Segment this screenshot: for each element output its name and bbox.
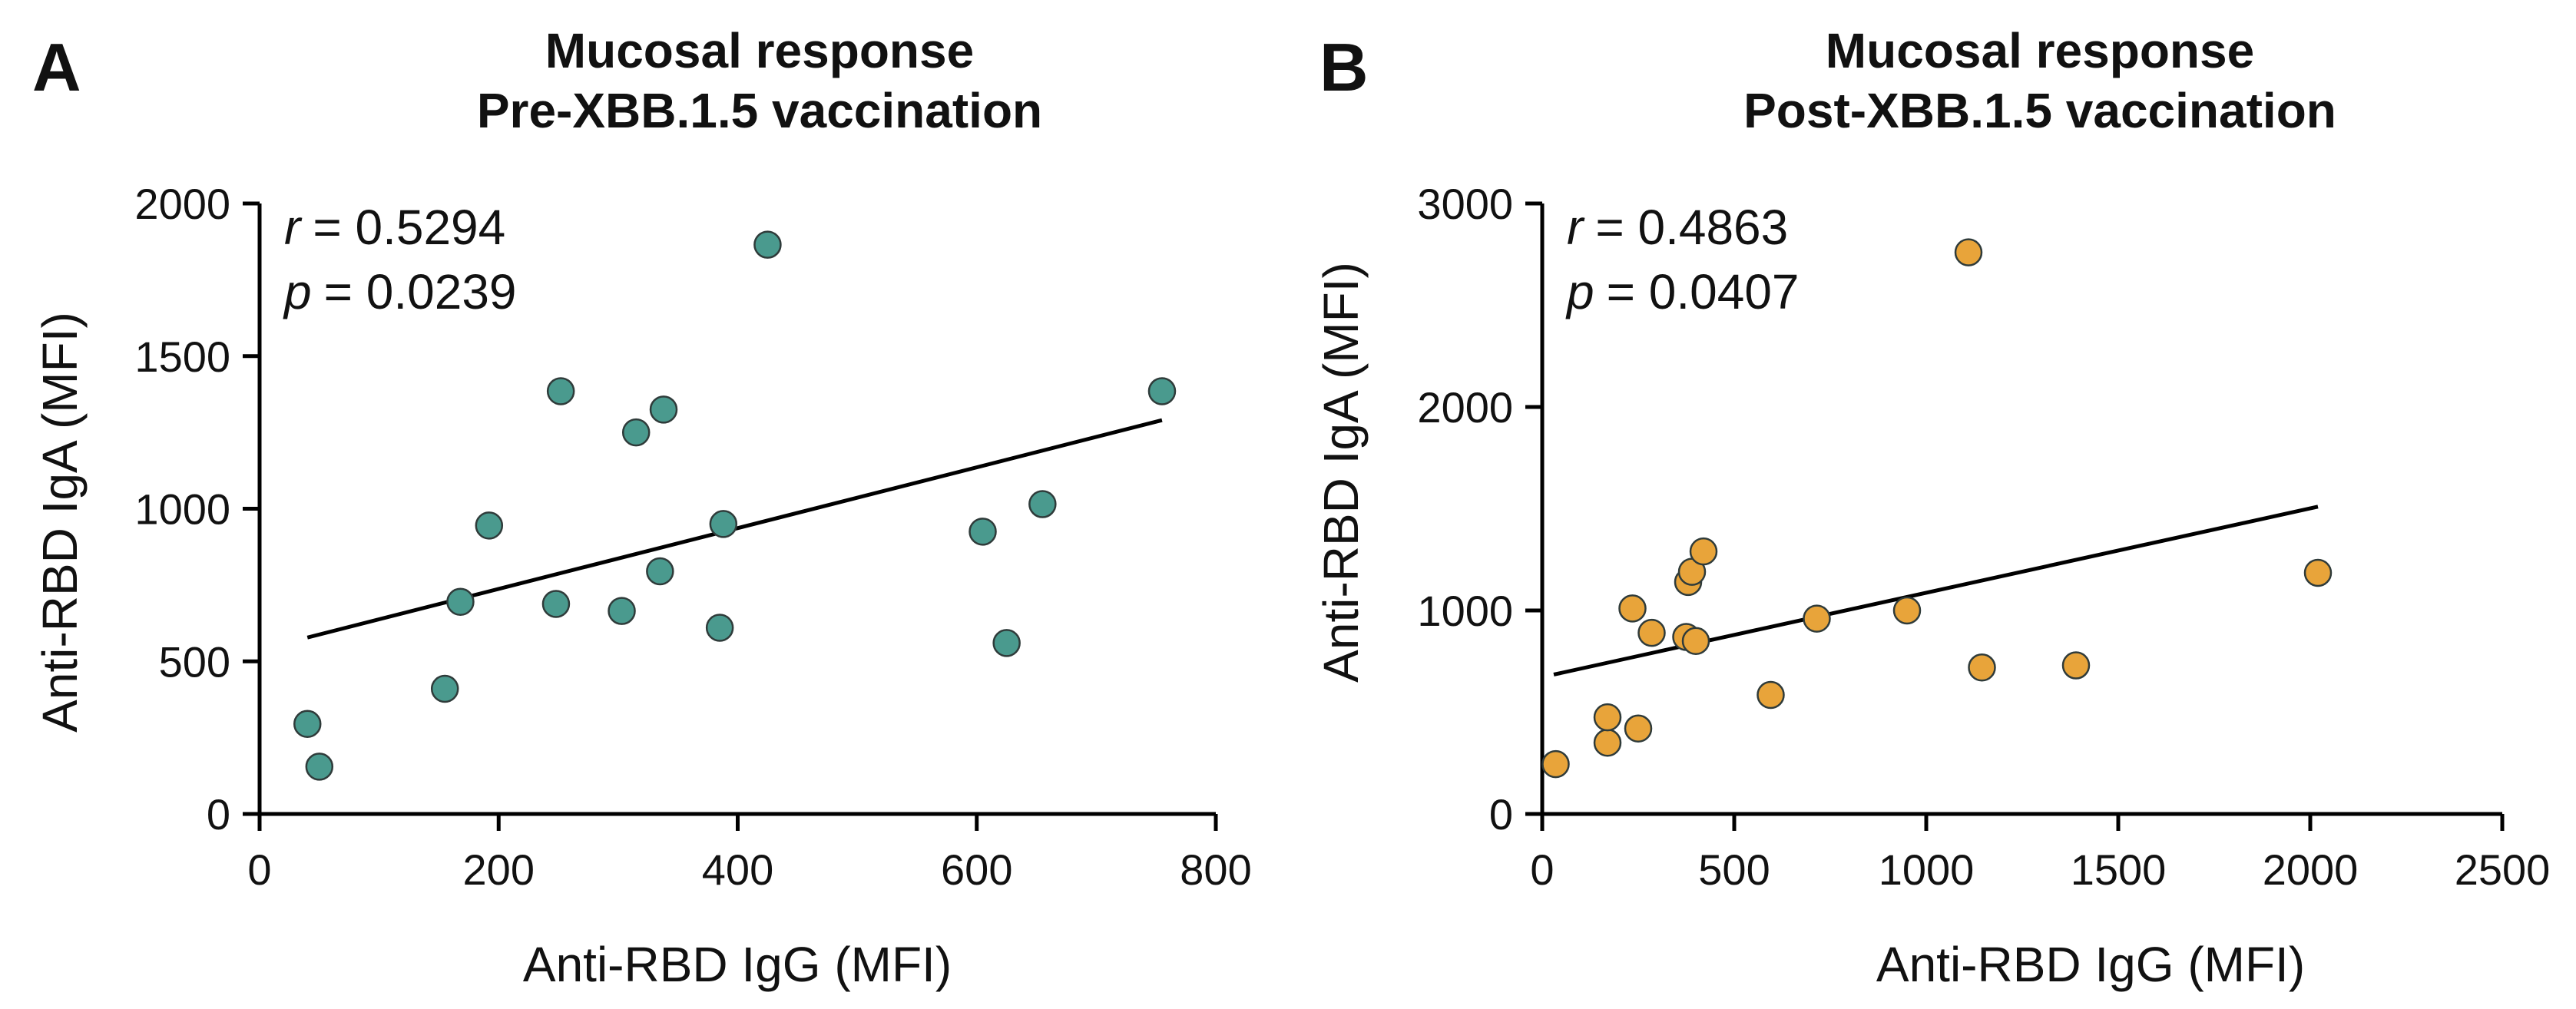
y-axis-label-b: Anti-RBD IgA (MFI) xyxy=(1313,262,1369,683)
panel-b: B Mucosal response Post-XBB.1.5 vaccinat… xyxy=(1313,23,2550,992)
x-tick-label-a: 600 xyxy=(941,845,1012,894)
plot-area-a: 0 200 400 600 800 0 500 1000 1500 2000 xyxy=(134,180,1251,894)
y-tick-label-a: 500 xyxy=(159,637,230,686)
panel-label-a: A xyxy=(32,29,81,105)
x-tick-label-b: 2000 xyxy=(2263,845,2359,894)
stat-r-value-a: = 0.5294 xyxy=(313,200,505,255)
x-axis-label-a: Anti-RBD IgG (MFI) xyxy=(523,937,952,992)
data-point-b xyxy=(1968,653,1996,682)
data-point-b xyxy=(1618,594,1647,623)
data-point-a xyxy=(430,674,459,703)
data-point-a xyxy=(621,418,651,447)
data-point-a xyxy=(608,597,636,625)
stat-p-value-b: = 0.0407 xyxy=(1607,264,1800,319)
data-point-a xyxy=(541,590,571,618)
y-tick-label-a: 0 xyxy=(207,790,230,839)
data-point-a xyxy=(646,557,674,586)
data-point-b xyxy=(1624,714,1653,743)
y-tick-label-b: 1000 xyxy=(1417,587,1513,635)
data-point-a xyxy=(992,629,1021,657)
stat-r-a: r = 0.5294 xyxy=(284,200,505,255)
panel-label-b: B xyxy=(1319,29,1369,105)
stat-r-symbol-b: r xyxy=(1567,200,1585,255)
data-point-b xyxy=(2303,558,2333,587)
data-point-b xyxy=(1892,596,1922,625)
x-tick-label-a: 400 xyxy=(702,845,773,894)
stat-p-symbol-b: p xyxy=(1565,264,1594,319)
x-tick-label-a: 800 xyxy=(1180,845,1251,894)
x-tick-label-a: 0 xyxy=(247,845,271,894)
data-point-a xyxy=(546,377,575,405)
stat-p-b: p = 0.0407 xyxy=(1565,264,1800,319)
data-point-b xyxy=(1593,729,1622,757)
data-point-a xyxy=(709,510,738,538)
stat-r-value-b: = 0.4863 xyxy=(1595,200,1788,255)
data-point-b xyxy=(2061,651,2091,680)
data-point-b xyxy=(1593,703,1622,732)
y-tick-label-b: 2000 xyxy=(1417,383,1513,432)
plot-area-b: 0 500 1000 1500 2000 2500 0 1000 2000 3000 xyxy=(1417,180,2550,894)
data-point-b xyxy=(1757,680,1785,710)
x-tick-label-a: 200 xyxy=(463,845,535,894)
data-point-b xyxy=(1954,238,1983,266)
x-tick-label-b: 1500 xyxy=(2071,845,2167,894)
data-point-a xyxy=(305,753,334,781)
stat-p-a: p = 0.0239 xyxy=(283,264,517,319)
chart-title-line1-b: Mucosal response xyxy=(1826,23,2254,78)
data-point-b xyxy=(1681,627,1710,655)
data-point-a xyxy=(293,710,322,738)
y-tick-label-a: 2000 xyxy=(134,180,230,228)
stat-p-value-a: = 0.0239 xyxy=(324,264,517,319)
data-point-b xyxy=(1541,749,1570,779)
y-tick-label-b: 0 xyxy=(1489,790,1513,839)
stat-r-symbol-a: r xyxy=(284,200,303,255)
chart-title-line1-a: Mucosal response xyxy=(545,23,974,78)
y-tick-label-a: 1000 xyxy=(134,485,230,534)
x-axis-label-b: Anti-RBD IgG (MFI) xyxy=(1876,937,2305,992)
data-point-a xyxy=(705,614,734,642)
regression-line-b xyxy=(1553,504,2319,677)
y-tick-label-a: 1500 xyxy=(134,332,230,381)
panel-a: A Mucosal response Pre-XBB.1.5 vaccinati… xyxy=(32,23,1252,992)
data-point-a xyxy=(753,230,782,259)
x-tick-label-b: 1000 xyxy=(1879,845,1975,894)
data-point-a xyxy=(446,587,475,616)
data-point-a xyxy=(1028,490,1057,518)
y-tick-label-b: 3000 xyxy=(1417,180,1513,228)
data-point-a xyxy=(475,511,504,540)
data-point-a xyxy=(649,395,678,424)
chart-title-line2-b: Post-XBB.1.5 vaccination xyxy=(1743,83,2336,138)
chart-title-line2-a: Pre-XBB.1.5 vaccination xyxy=(477,83,1042,138)
data-point-b xyxy=(1637,618,1666,647)
x-tick-label-b: 500 xyxy=(1698,845,1770,894)
stat-p-symbol-a: p xyxy=(283,264,312,319)
y-axis-label-a: Anti-RBD IgA (MFI) xyxy=(32,312,88,733)
data-point-b xyxy=(1689,537,1718,566)
x-tick-label-b: 2500 xyxy=(2455,845,2551,894)
data-point-b xyxy=(1803,604,1831,633)
x-tick-label-b: 0 xyxy=(1530,845,1554,894)
stat-r-b: r = 0.4863 xyxy=(1567,200,1788,255)
data-point-a xyxy=(1147,377,1177,405)
data-point-a xyxy=(968,518,997,546)
